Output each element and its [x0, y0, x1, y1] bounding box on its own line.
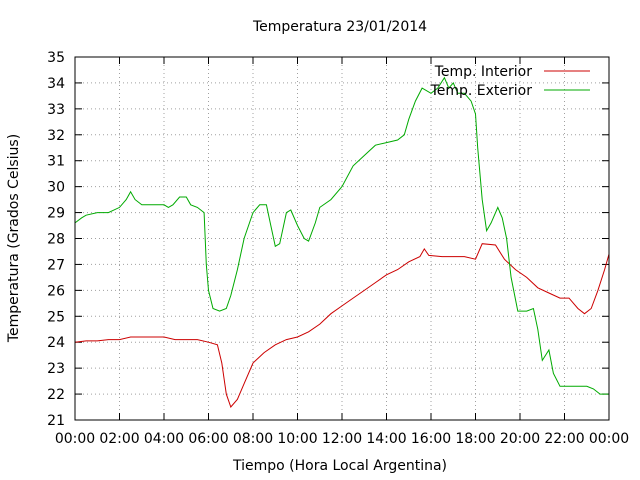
x-tick-label: 16:00 — [411, 431, 451, 447]
y-tick-label: 26 — [47, 283, 65, 299]
y-tick-label: 24 — [47, 335, 65, 351]
series-line-interior — [74, 243, 610, 408]
x-tick-label: 18:00 — [455, 431, 495, 447]
legend-label-exterior: Temp. Exterior — [430, 83, 533, 99]
y-tick-label: 22 — [47, 387, 65, 403]
x-tick-label: 02:00 — [99, 431, 139, 447]
y-tick-label: 34 — [47, 76, 65, 92]
y-tick-label: 32 — [47, 128, 65, 144]
y-axis-ticks: 21 22 23 24 25 26 27 28 29 30 31 32 33 34 35 — [47, 50, 609, 429]
x-tick-label: 08:00 — [233, 431, 273, 447]
x-axis-ticks: 00:00 02:00 04:00 06:00 08:00 10:00 12:00 14:00… — [55, 57, 629, 447]
y-tick-label: 31 — [47, 154, 65, 170]
legend-label-interior: Temp. Interior — [434, 64, 533, 80]
y-tick-label: 21 — [47, 413, 65, 429]
y-tick-label: 33 — [47, 102, 65, 118]
legend: Temp. Interior Temp. Exterior — [430, 64, 590, 99]
y-tick-label: 23 — [47, 361, 65, 377]
chart-title: Temperatura 23/01/2014 — [252, 19, 427, 35]
x-tick-label: 00:00 — [589, 431, 629, 447]
x-tick-label: 12:00 — [322, 431, 362, 447]
grid — [75, 57, 609, 420]
y-tick-label: 29 — [47, 206, 65, 222]
y-tick-label: 35 — [47, 50, 65, 66]
x-tick-label: 14:00 — [366, 431, 406, 447]
x-axis-label: Tiempo (Hora Local Argentina) — [232, 458, 447, 474]
x-tick-label: 04:00 — [144, 431, 184, 447]
x-tick-label: 20:00 — [500, 431, 540, 447]
x-tick-label: 22:00 — [544, 431, 584, 447]
y-tick-label: 25 — [47, 309, 65, 325]
plot-frame — [74, 56, 610, 421]
y-axis-label: Temperatura (Grados Celsius) — [6, 134, 22, 343]
x-tick-label: 10:00 — [277, 431, 317, 447]
y-tick-label: 30 — [47, 180, 65, 196]
series-lines — [74, 76, 610, 408]
x-tick-label: 06:00 — [188, 431, 228, 447]
x-tick-label: 00:00 — [55, 431, 95, 447]
y-tick-label: 27 — [47, 257, 65, 273]
series-line-exterior — [74, 76, 609, 395]
y-tick-label: 28 — [47, 232, 65, 248]
